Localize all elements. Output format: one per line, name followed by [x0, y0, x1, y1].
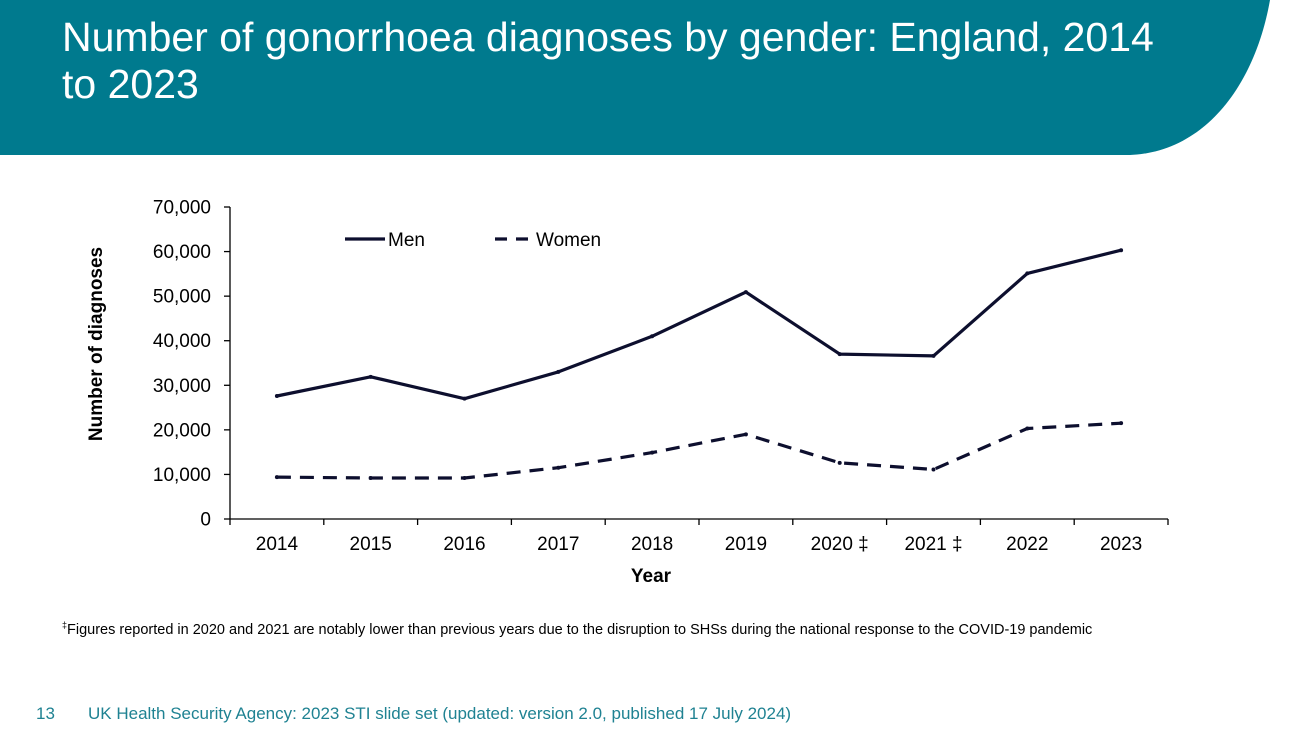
y-tick-label: 60,000: [153, 242, 211, 263]
data-point-men: [837, 352, 842, 357]
legend: Men Women: [345, 230, 601, 251]
x-tick-label: 2019: [725, 534, 767, 555]
slide-title: Number of gonorrhoea diagnoses by gender…: [62, 14, 1154, 107]
data-point-men: [274, 393, 279, 398]
x-axis-label: Year: [631, 566, 672, 587]
data-point-men: [556, 369, 561, 374]
header-band: [0, 0, 1270, 155]
footer-source: UK Health Security Agency: 2023 STI slid…: [88, 704, 792, 723]
series-line-men: [276, 248, 1122, 401]
series-lines: [274, 248, 1124, 480]
slide-number: 13: [36, 704, 55, 723]
data-point-men: [743, 290, 748, 295]
legend-label-women: Women: [536, 230, 601, 251]
data-point-women: [931, 467, 936, 472]
footnote-text: Figures reported in 2020 and 2021 are no…: [67, 622, 1093, 638]
data-point-men: [650, 334, 655, 339]
axes: 0 10,000 20,000 30,000 40,000 50,000 60,000 70,…: [153, 198, 1169, 555]
data-point-women: [462, 475, 467, 480]
data-point-men: [1025, 271, 1030, 276]
series-line-women: [276, 421, 1122, 480]
x-tick-label: 2017: [537, 534, 579, 555]
x-tick-label: 2016: [443, 534, 485, 555]
data-point-women: [743, 432, 748, 437]
data-point-women: [274, 475, 279, 480]
x-tick-label: 2020 ‡: [811, 534, 869, 555]
data-point-men: [462, 396, 467, 401]
data-point-men: [368, 374, 373, 379]
y-tick-label: 50,000: [153, 287, 211, 308]
x-tick-label: 2018: [631, 534, 673, 555]
data-point-women: [1119, 421, 1124, 426]
data-point-women: [368, 475, 373, 480]
y-tick-label: 20,000: [153, 420, 211, 441]
y-axis-label: Number of diagnoses: [86, 247, 107, 441]
data-point-women: [837, 460, 842, 465]
y-tick-label: 70,000: [153, 198, 211, 219]
y-tick-label: 40,000: [153, 331, 211, 352]
data-point-women: [556, 465, 561, 470]
footnote: ‡Figures reported in 2020 and 2021 are n…: [62, 620, 1282, 638]
x-tick-label: 2022: [1006, 534, 1048, 555]
data-point-women: [1025, 426, 1030, 431]
data-point-men: [1119, 248, 1124, 253]
header-band-shape: [0, 0, 1270, 155]
y-tick-label: 30,000: [153, 376, 211, 397]
legend-label-men: Men: [388, 230, 425, 251]
x-tick-label: 2015: [350, 534, 392, 555]
data-point-men: [931, 353, 936, 358]
data-point-women: [650, 450, 655, 455]
x-tick-label: 2023: [1100, 534, 1142, 555]
footnote-marker: ‡: [62, 620, 68, 630]
y-tick-label: 0: [200, 510, 211, 531]
x-tick-label: 2014: [256, 534, 299, 555]
x-tick-label: 2021 ‡: [904, 534, 962, 555]
y-tick-label: 10,000: [153, 465, 211, 486]
